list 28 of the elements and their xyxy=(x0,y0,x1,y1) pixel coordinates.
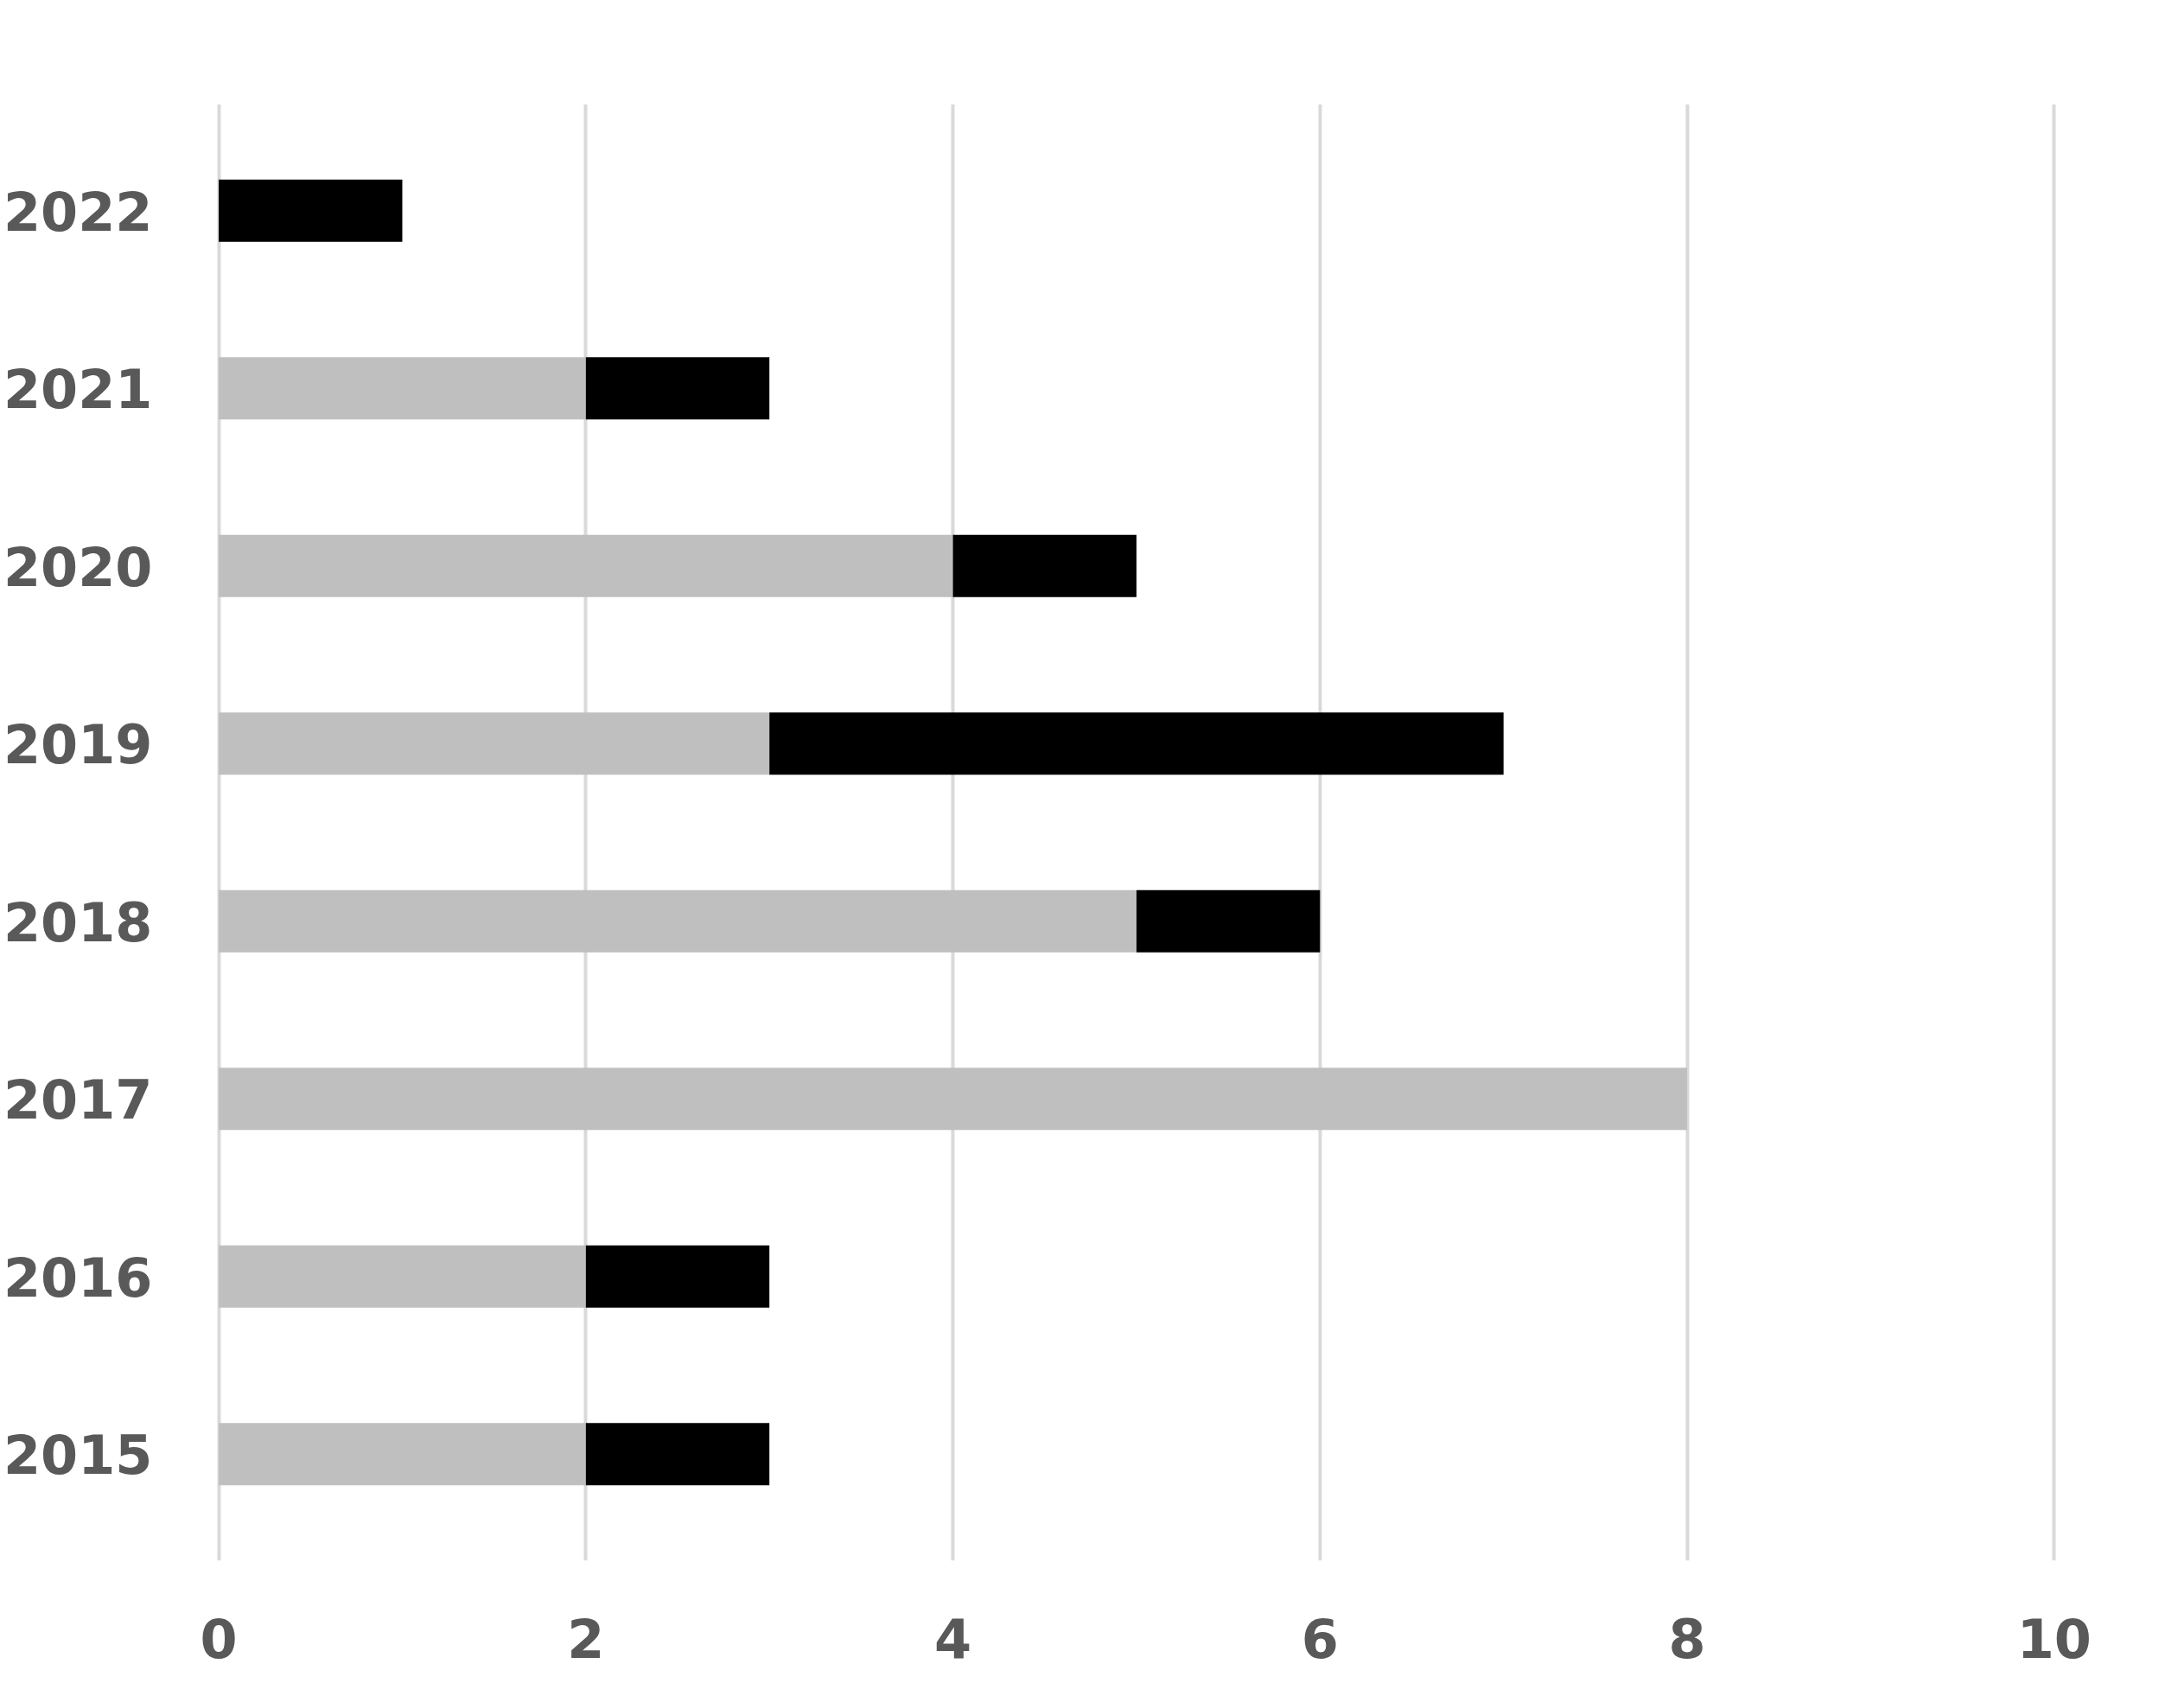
bar xyxy=(219,712,770,775)
x-tick-label: 10 xyxy=(2016,1607,2092,1671)
bar xyxy=(219,534,953,597)
bar xyxy=(219,179,403,242)
bar xyxy=(585,357,770,420)
y-tick-label: 2021 xyxy=(3,358,153,422)
bar xyxy=(952,534,1137,597)
x-tick-label: 2 xyxy=(567,1607,605,1671)
x-tick-label: 8 xyxy=(1668,1607,1706,1671)
x-tick-label: 6 xyxy=(1301,1607,1339,1671)
bar xyxy=(585,1245,770,1308)
y-tick-label: 2016 xyxy=(3,1246,153,1310)
bar xyxy=(219,1423,586,1486)
y-tick-label: 2022 xyxy=(3,180,153,244)
bar xyxy=(1136,889,1321,953)
bar xyxy=(219,1068,1688,1131)
y-tick-label: 2015 xyxy=(3,1424,153,1488)
bar xyxy=(219,1245,586,1308)
bar xyxy=(219,357,586,420)
bar xyxy=(585,1423,770,1486)
bar xyxy=(219,889,1137,953)
bar xyxy=(769,712,1504,775)
x-tick-label: 4 xyxy=(934,1607,972,1671)
y-tick-label: 2018 xyxy=(3,890,153,954)
x-tick-label: 0 xyxy=(200,1607,238,1671)
y-tick-label: 2017 xyxy=(3,1068,153,1132)
y-tick-label: 2020 xyxy=(3,535,153,599)
y-tick-label: 2019 xyxy=(3,713,153,777)
